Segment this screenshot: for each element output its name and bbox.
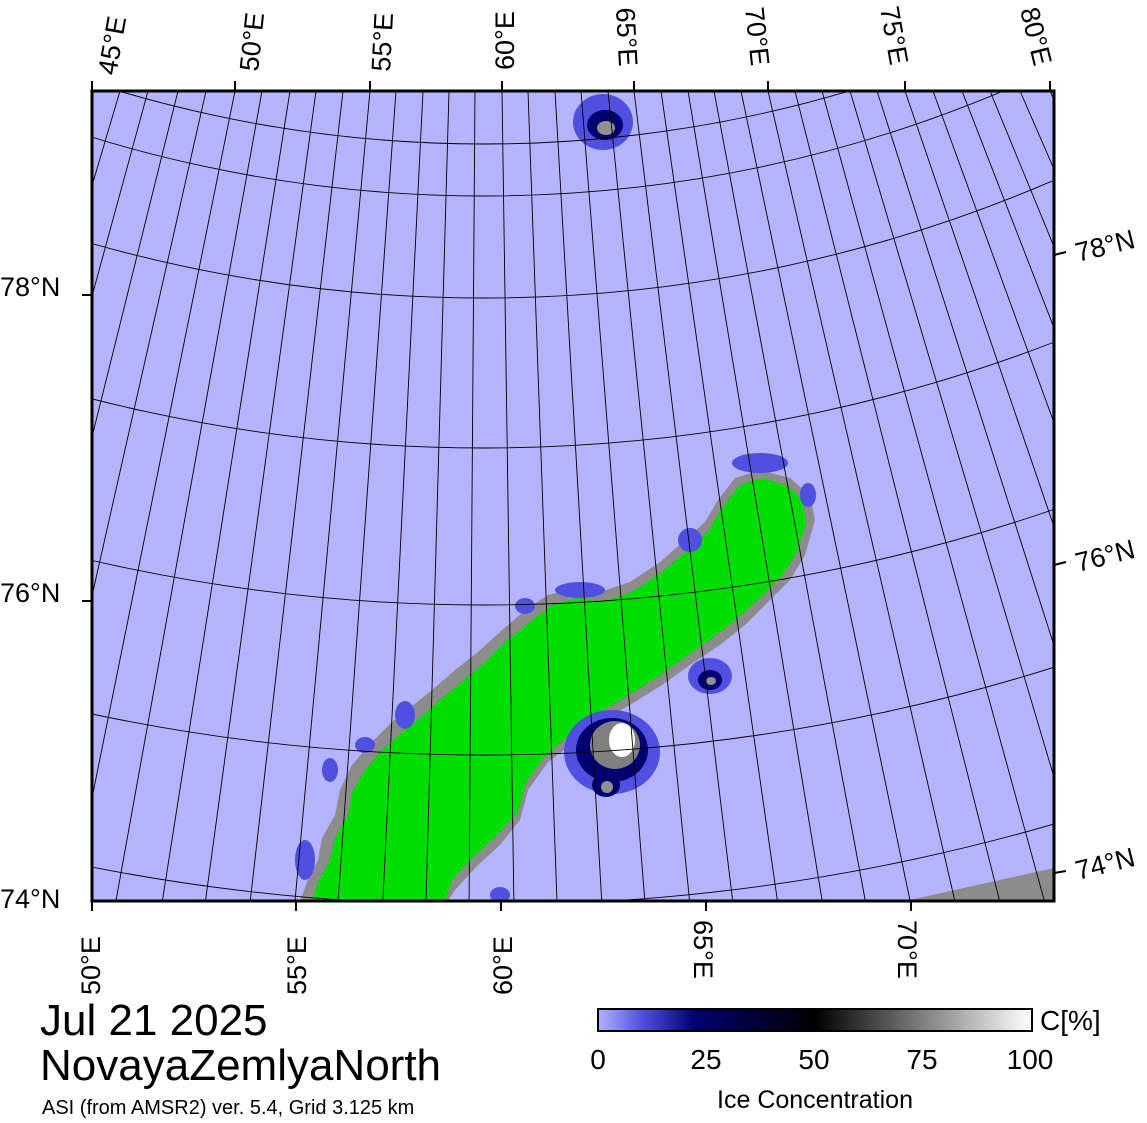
ocean-area [92, 91, 1054, 901]
top-lon-label: 80°E [1014, 4, 1057, 68]
top-lon-label: 70°E [739, 5, 775, 67]
graticule [92, 91, 1054, 901]
map-ticks [82, 81, 1067, 911]
colorbar-unit: C[%] [1040, 1005, 1101, 1036]
top-lon-label: 45°E [92, 14, 132, 77]
top-lon-label: 65°E [610, 7, 643, 67]
coastal-ice-fringe [295, 453, 816, 901]
colorbar-tick: 75 [906, 1044, 938, 1075]
ice-patch-north [573, 94, 633, 150]
map-date: Jul 21 2025 [40, 996, 268, 1045]
colorbar-title: Ice Concentration [717, 1086, 913, 1114]
bottom-lon-label: 50°E [76, 936, 106, 995]
colorbar-tick: 50 [798, 1044, 830, 1075]
bottom-lon-label: 55°E [282, 936, 312, 995]
map-region-title: NovayaZemlyaNorth [40, 1041, 442, 1090]
bottom-lon-label: 60°E [488, 936, 518, 995]
bottom-lon-label: 70°E [892, 920, 922, 979]
mainland-coast [905, 868, 1054, 901]
left-lat-label: 76°N [0, 578, 60, 608]
right-lat-label: 74°N [1072, 842, 1138, 886]
top-lon-label: 50°E [234, 11, 270, 73]
top-lon-label: 55°E [366, 12, 399, 72]
left-lat-label: 74°N [0, 884, 60, 914]
ice-patch-small [688, 658, 732, 694]
left-lat-label: 78°N [0, 272, 60, 302]
top-lon-label: 75°E [874, 4, 914, 67]
colorbar-tick: 25 [690, 1044, 722, 1075]
island-land [312, 478, 806, 901]
colorbar [597, 1008, 1033, 1032]
colorbar-tick: 0 [590, 1044, 606, 1075]
right-lat-label: 76°N [1072, 534, 1138, 578]
right-lat-label: 78°N [1072, 224, 1138, 268]
top-lon-label: 60°E [490, 11, 520, 70]
product-info: ASI (from AMSR2) ver. 5.4, Grid 3.125 km [42, 1097, 415, 1119]
bottom-lon-label: 65°E [688, 920, 718, 979]
map-frame [90, 89, 1056, 903]
colorbar-tick: 100 [1006, 1044, 1054, 1075]
